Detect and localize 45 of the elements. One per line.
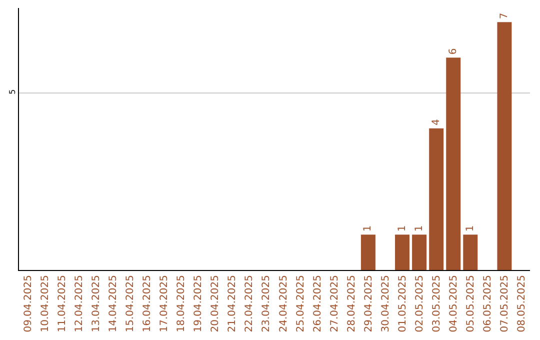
x-tick-label: 21.04.2025 — [227, 275, 238, 332]
x-tick-label: 07.05.2025 — [500, 275, 511, 332]
x-tick-label: 17.04.2025 — [159, 275, 170, 332]
data-label: 4 — [430, 119, 442, 126]
data-label: 1 — [414, 225, 425, 232]
x-tick-label: 28.04.2025 — [346, 275, 358, 332]
x-tick-label: 13.04.2025 — [90, 275, 102, 332]
bar — [395, 234, 410, 270]
bar — [360, 234, 376, 270]
data-label: 1 — [464, 225, 476, 232]
x-tick-label: 04.05.2025 — [448, 275, 460, 332]
bar — [446, 58, 461, 270]
x-tick-label: 27.04.2025 — [329, 275, 340, 332]
bar — [497, 22, 512, 270]
x-tick-label: 18.04.2025 — [176, 275, 188, 332]
x-tick-label: 16.04.2025 — [142, 275, 153, 332]
x-tick-label: 22.04.2025 — [244, 275, 256, 332]
x-tick-label: 24.04.2025 — [278, 275, 290, 332]
x-tick-label: 03.05.2025 — [432, 275, 443, 332]
x-tick-label: 10.04.2025 — [40, 275, 51, 332]
x-tick-label: 08.05.2025 — [516, 275, 528, 332]
bar — [463, 234, 478, 270]
x-tick-label: 19.04.2025 — [193, 275, 204, 332]
data-label: 7 — [498, 12, 510, 20]
x-tick-label: 29.04.2025 — [363, 275, 374, 332]
x-tick-label: 30.04.2025 — [380, 275, 392, 332]
x-tick-label: 05.05.2025 — [466, 275, 477, 332]
x-tick-label: 11.04.2025 — [56, 275, 68, 332]
x-tick-label: 01.05.2025 — [398, 275, 408, 332]
x-tick-label: 14.04.2025 — [108, 275, 119, 332]
bar — [429, 128, 444, 270]
y-tick-label: 5 — [8, 89, 17, 94]
x-tick-label: 09.04.2025 — [22, 275, 34, 332]
data-label: 1 — [362, 225, 374, 232]
x-tick-label: 23.04.2025 — [261, 275, 272, 332]
bar — [412, 234, 427, 270]
x-tick-label: 06.05.2025 — [482, 275, 494, 332]
x-tick-label: 12.04.2025 — [74, 275, 85, 332]
x-tick-label: 26.04.2025 — [312, 275, 324, 332]
x-tick-label: 15.04.2025 — [124, 275, 136, 332]
data-label: 1 — [396, 225, 408, 232]
x-tick-label: 25.04.2025 — [295, 275, 306, 332]
x-tick-label: 02.05.2025 — [414, 275, 426, 332]
x-tick-label: 20.04.2025 — [210, 275, 222, 332]
data-label: 6 — [448, 48, 459, 55]
